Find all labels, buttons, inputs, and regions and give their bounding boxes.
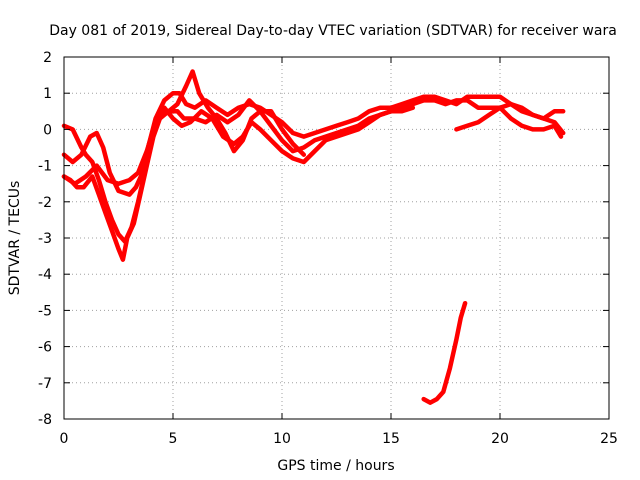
y-tick-label: -2 <box>38 195 52 211</box>
data-series <box>61 69 566 405</box>
y-axis-tick-labels: 2 1 0 -1 -2 -3 -4 -5 -6 -7 -8 <box>38 50 52 428</box>
y-tick-label: -3 <box>38 231 52 247</box>
y-tick-label: 2 <box>43 50 52 66</box>
x-tick-label: 5 <box>169 431 178 447</box>
series-arc-3 <box>61 105 416 244</box>
y-tick-label: -4 <box>38 267 52 283</box>
y-tick-label: 1 <box>43 86 52 102</box>
x-tick-label: 25 <box>600 431 618 447</box>
y-tick-label: -8 <box>38 412 52 428</box>
grid-lines <box>64 57 609 419</box>
chart-title: Day 081 of 2019, Sidereal Day-to-day VTE… <box>49 23 617 39</box>
y-tick-label: 0 <box>43 122 52 138</box>
series-arc-1 <box>61 98 564 186</box>
y-tick-label: -5 <box>38 303 52 319</box>
y-tick-label: -6 <box>38 340 52 356</box>
series-arc-5 <box>454 101 566 132</box>
series-arc-2 <box>61 90 566 197</box>
x-axis-title: GPS time / hours <box>277 458 394 474</box>
x-tick-label: 15 <box>382 431 400 447</box>
x-tick-label: 10 <box>273 431 291 447</box>
y-axis-title: SDTVAR / TECUs <box>7 181 23 296</box>
x-tick-label: 20 <box>491 431 509 447</box>
x-axis-tick-labels: 0 5 10 15 20 25 <box>60 431 618 447</box>
x-tick-label: 0 <box>60 431 69 447</box>
y-tick-label: -1 <box>38 159 52 175</box>
tick-marks <box>63 56 610 420</box>
series-arc-6 <box>421 300 468 405</box>
y-tick-label: -7 <box>38 376 52 392</box>
series-arc-4 <box>61 69 307 262</box>
